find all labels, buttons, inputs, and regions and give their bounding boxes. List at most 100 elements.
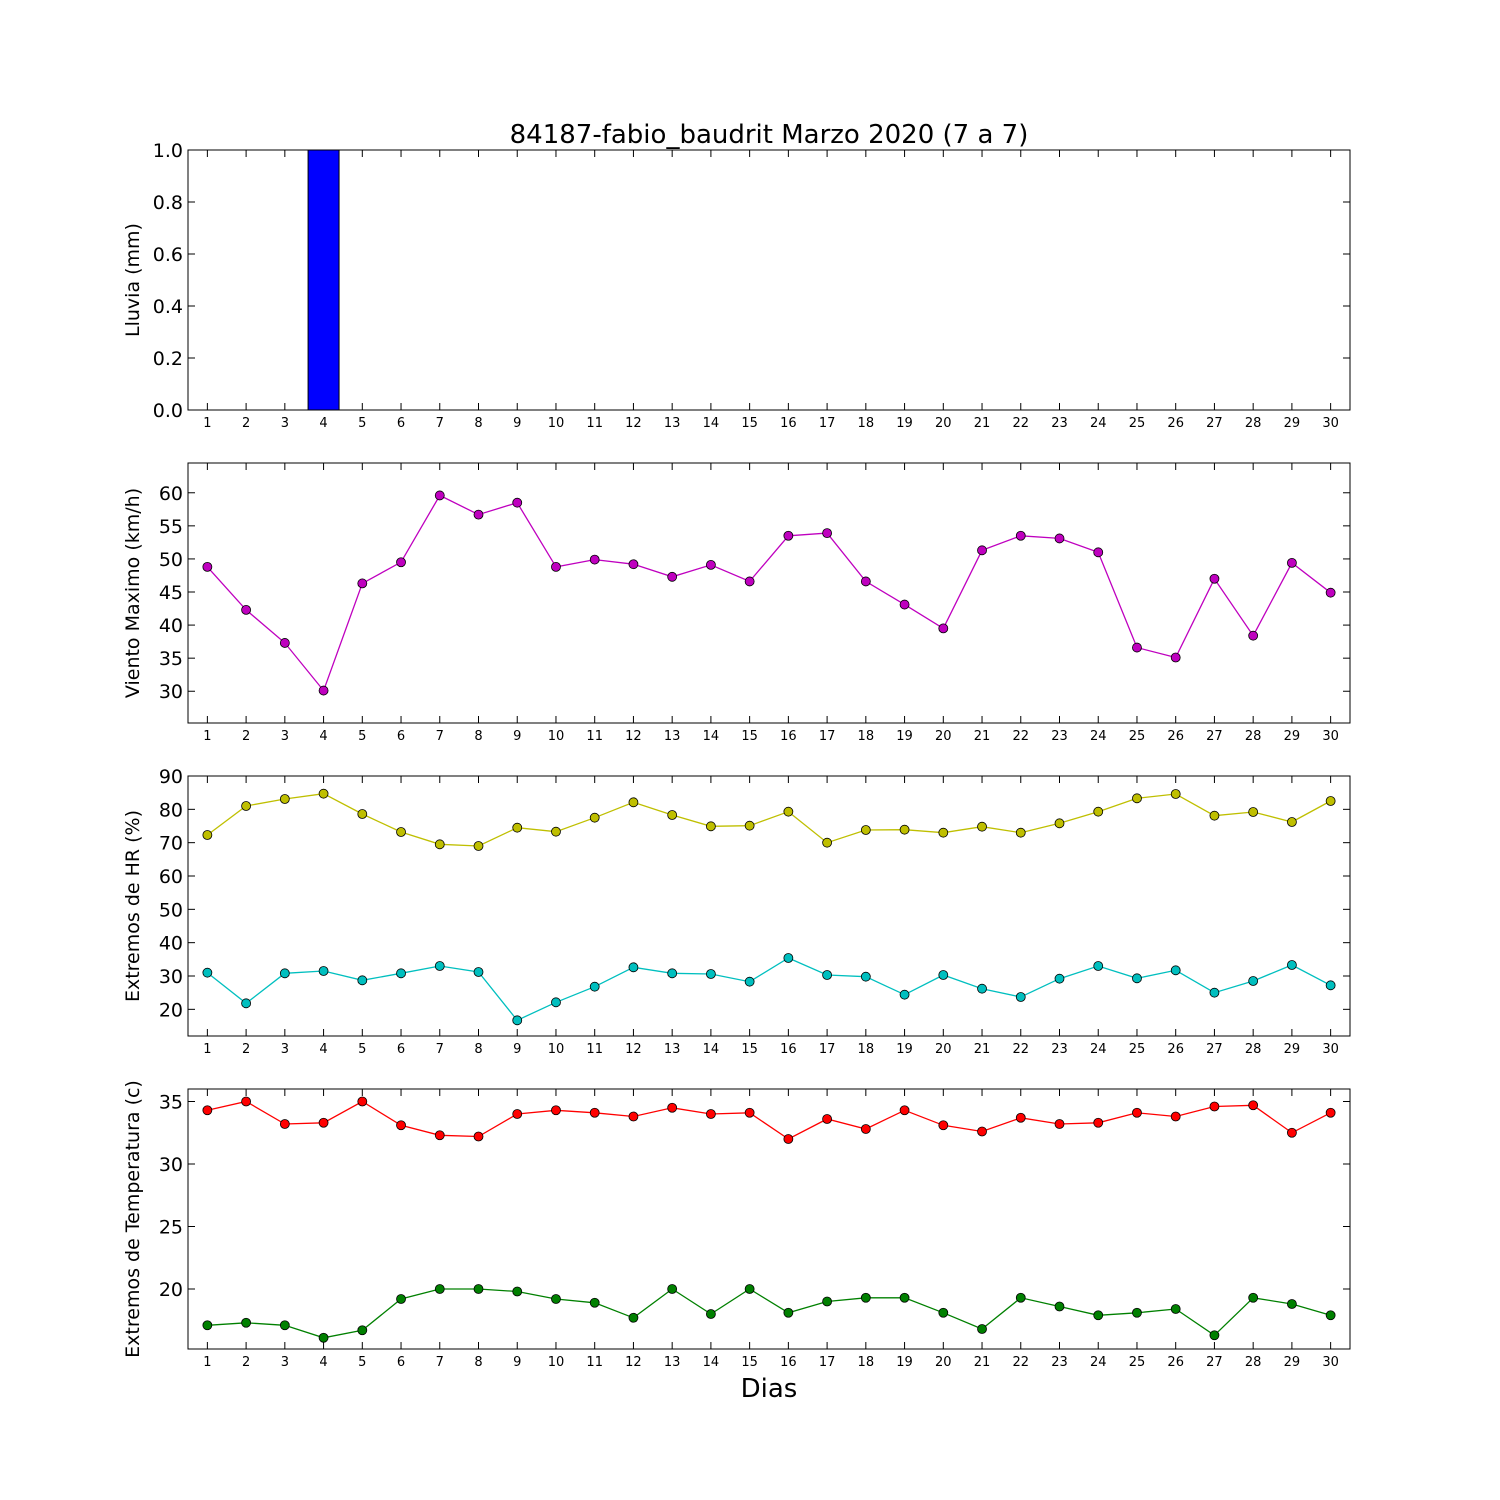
x-tick-label: 3	[281, 416, 289, 431]
data-point	[202, 1320, 213, 1331]
x-tick-label: 21	[974, 1355, 991, 1370]
x-tick-label: 5	[358, 1355, 366, 1370]
data-point	[783, 530, 794, 541]
y-tick-label: 1.0	[153, 140, 183, 162]
x-tick-label: 4	[319, 729, 327, 744]
x-tick-label: 2	[242, 1355, 250, 1370]
x-tick-label: 26	[1167, 1042, 1184, 1057]
data-point	[1170, 1304, 1181, 1314]
x-tick-label: 17	[819, 729, 836, 744]
series-line-1	[206, 494, 1331, 692]
data-point	[589, 1107, 600, 1118]
x-tick-label: 13	[664, 416, 681, 431]
y-tick-label: 90	[159, 766, 183, 788]
x-tick-label: 12	[625, 1355, 642, 1370]
data-point	[783, 806, 794, 817]
x-tick-label: 13	[664, 1042, 681, 1057]
x-tick-label: 5	[358, 416, 366, 431]
x-tick-label: 19	[896, 1042, 913, 1057]
data-point	[860, 576, 871, 587]
x-tick-label: 22	[1012, 729, 1029, 744]
y-tick-label: 35	[159, 1092, 183, 1114]
data-point	[318, 788, 329, 799]
x-tick-label: 19	[896, 1355, 913, 1370]
y-tick-label: 20	[159, 1279, 183, 1301]
data-point	[977, 545, 987, 556]
data-point	[551, 561, 561, 572]
x-tick-label: 16	[780, 729, 797, 744]
x-tick-label: 25	[1129, 1355, 1146, 1370]
data-point	[473, 841, 484, 851]
y-tick-label: 50	[159, 899, 183, 921]
data-point	[1248, 1100, 1259, 1111]
x-tick-label: 18	[858, 416, 875, 431]
chart-title: 84187-fabio_baudrit Marzo 2020 (7 a 7)	[510, 120, 1029, 150]
x-tick-label: 14	[703, 1042, 720, 1057]
data-point	[977, 1324, 987, 1334]
x-tick-label: 30	[1322, 729, 1339, 744]
x-tick-label: 9	[513, 1355, 521, 1370]
x-tick-label: 10	[548, 729, 565, 744]
y-tick-label: 40	[159, 933, 183, 955]
y-tick-label: 0.8	[153, 192, 183, 214]
x-tick-label: 11	[586, 1042, 603, 1057]
data-point	[628, 559, 639, 570]
data-point	[1170, 1111, 1181, 1122]
x-tick-label: 23	[1051, 729, 1068, 744]
data-point	[318, 1117, 329, 1128]
x-tick-label: 25	[1129, 1042, 1146, 1057]
data-point	[202, 1105, 213, 1116]
x-tick-label: 17	[819, 1042, 836, 1057]
x-tick-label: 14	[703, 1355, 720, 1370]
x-tick-label: 4	[319, 1042, 327, 1057]
data-point	[241, 998, 252, 1009]
y-tick-label: 60	[159, 483, 183, 505]
data-point	[899, 599, 910, 610]
data-point	[822, 970, 832, 980]
data-point	[1132, 793, 1142, 804]
data-point	[1132, 1307, 1142, 1318]
x-tick-label: 6	[397, 1042, 405, 1057]
data-point	[860, 1292, 871, 1303]
x-tick-label: 18	[858, 1042, 875, 1057]
data-point	[1132, 973, 1142, 984]
y-tick-label: 40	[159, 615, 183, 637]
data-point	[1093, 547, 1104, 558]
data-point	[279, 968, 290, 979]
data-point	[1093, 961, 1104, 971]
y-tick-label: 0.0	[153, 400, 183, 422]
x-tick-label: 21	[974, 729, 991, 744]
x-tick-label: 30	[1322, 416, 1339, 431]
data-point	[473, 1284, 484, 1294]
data-point	[473, 967, 484, 977]
data-point	[822, 837, 832, 848]
x-tick-label: 25	[1129, 416, 1146, 431]
y-tick-label: 0.2	[153, 348, 183, 370]
x-tick-label: 27	[1206, 1355, 1223, 1370]
x-tick-label: 4	[319, 416, 327, 431]
x-tick-label: 9	[513, 1042, 521, 1057]
data-point	[1209, 1101, 1220, 1112]
x-tick-label: 3	[281, 1355, 289, 1370]
data-point	[1054, 1119, 1065, 1129]
x-tick-label: 17	[819, 1355, 836, 1370]
x-tick-label: 7	[436, 1042, 444, 1057]
data-point	[706, 1309, 716, 1319]
x-tick-label: 29	[1284, 416, 1301, 431]
data-point	[396, 1120, 406, 1131]
x-tick-label: 26	[1167, 416, 1184, 431]
data-point	[1287, 1127, 1297, 1138]
x-tick-label: 23	[1051, 416, 1068, 431]
data-point	[628, 1312, 639, 1323]
data-point	[551, 1294, 561, 1304]
data-point	[396, 557, 406, 568]
x-tick-label: 13	[664, 729, 681, 744]
y-tick-label: 0.4	[153, 296, 183, 318]
x-tick-label: 20	[935, 416, 952, 431]
data-point	[1170, 789, 1181, 799]
x-tick-label: 27	[1206, 1042, 1223, 1057]
data-point	[822, 528, 832, 539]
plot-area	[187, 1088, 1351, 1350]
